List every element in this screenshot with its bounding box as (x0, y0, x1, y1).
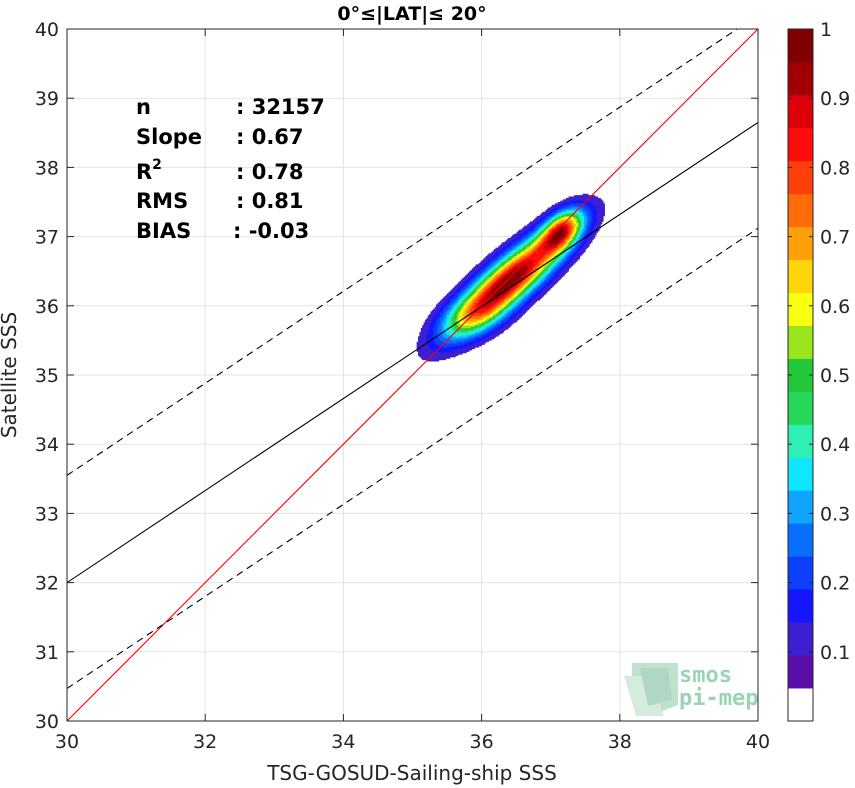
stat-value-n: : 32157 (236, 95, 325, 119)
colorbar-swatch-16 (788, 160, 813, 195)
x-tick-label-5: 40 (746, 731, 770, 753)
logo-text-pi-mep: pi-mep (679, 686, 758, 711)
grid (66, 28, 759, 722)
colorbar-swatch-8 (788, 424, 813, 458)
smos-pi-mep-logo: smos pi-mep (624, 663, 758, 716)
colorbar-swatch-2 (788, 622, 813, 656)
x-tick-label-3: 36 (470, 731, 494, 753)
y-tick-label-0: 30 (35, 711, 59, 733)
colorbar-swatch-4 (788, 556, 813, 590)
stat-label-n: n (136, 95, 151, 119)
density-level-20 (492, 229, 564, 297)
colorbar-swatch-13 (788, 259, 813, 294)
colorbar-swatch-9 (788, 391, 813, 425)
colorbar-swatch-11 (788, 325, 813, 359)
stat-label-bias: BIAS (136, 219, 191, 243)
x-tick-label-1: 32 (193, 731, 217, 753)
colorbar-tick-label-2: 0.3 (820, 503, 850, 525)
colorbar-swatch-10 (788, 358, 813, 392)
colorbar-swatch-20 (788, 29, 813, 63)
colorbar-tick-label-5: 0.6 (820, 296, 850, 318)
colorbar-swatch-19 (788, 61, 813, 96)
x-tick-label-0: 30 (55, 731, 79, 753)
colorbar-swatch-14 (788, 226, 813, 261)
y-axis-title: Satellite SSS (0, 312, 21, 438)
density-contours (416, 193, 605, 362)
regression-lines (67, 29, 758, 721)
upper-bound-line (67, 29, 739, 476)
colorbar-swatch-6 (788, 490, 813, 524)
axis-ticks: 30 32 34 36 38 40 30 31 32 33 34 35 36 37 38 39 40 (35, 19, 770, 753)
colorbar-tick-label-8: 0.9 (820, 88, 850, 110)
colorbar-swatch-3 (788, 589, 813, 623)
stat-value-bias: : -0.03 (233, 219, 309, 243)
lower-bound-line (67, 227, 758, 689)
y-tick-label-6: 36 (35, 296, 59, 318)
colorbar-swatch-1 (788, 655, 813, 689)
colorbar: 0.1 0.2 0.3 0.4 0.5 0.6 0.7 0.8 0.9 1 (787, 19, 850, 722)
stat-value-rms: : 0.81 (236, 189, 304, 213)
colorbar-tick-label-6: 0.7 (820, 227, 850, 249)
density-level-19 (484, 226, 567, 305)
y-tick-label-4: 34 (35, 434, 59, 456)
x-axis-title: TSG-GOSUD-Sailing-ship SSS (266, 761, 557, 785)
stat-label-r-superscript: 2 (152, 157, 162, 173)
y-tick-label-7: 37 (35, 227, 59, 249)
logo-text-smos: smos (679, 663, 732, 688)
stat-label-slope: Slope (136, 125, 202, 149)
statistics-panel: n : 32157 Slope : 0.67 R2 : 0.78 RMS : 0… (136, 95, 325, 243)
x-tick-label-4: 38 (608, 731, 632, 753)
chart-title: 0°≤|LAT|≤ 20° (337, 3, 486, 25)
y-tick-label-9: 39 (35, 88, 59, 110)
colorbar-tick-label-7: 0.8 (820, 157, 850, 179)
colorbar-swatch-0 (788, 688, 813, 722)
colorbar-tick-label-1: 0.2 (820, 573, 850, 595)
y-tick-label-10: 40 (35, 19, 59, 41)
stat-value-slope: : 0.67 (236, 125, 304, 149)
logo-mark-icon (624, 663, 678, 716)
y-tick-label-5: 35 (35, 365, 59, 387)
y-tick-label-8: 38 (35, 157, 59, 179)
colorbar-tick-label-9: 1 (820, 19, 832, 41)
colorbar-tick-label-3: 0.4 (820, 434, 850, 456)
identity-line (67, 29, 758, 721)
colorbar-swatch-15 (788, 193, 813, 228)
stat-label-rms: RMS (136, 189, 188, 213)
density-level-18 (478, 225, 568, 309)
y-tick-label-1: 31 (35, 642, 59, 664)
x-tick-label-2: 34 (331, 731, 355, 753)
colorbar-swatch-12 (788, 292, 813, 326)
y-tick-label-3: 33 (35, 503, 59, 525)
colorbar-swatch-5 (788, 523, 813, 557)
stat-value-r2: : 0.78 (236, 160, 304, 184)
stat-label-r2: R2 (136, 157, 162, 184)
colorbar-swatch-17 (788, 127, 813, 162)
fit-line (67, 121, 758, 584)
y-tick-label-2: 32 (35, 573, 59, 595)
colorbar-tick-label-4: 0.5 (820, 365, 850, 387)
stat-label-r: R (136, 160, 152, 184)
colorbar-swatch-7 (788, 457, 813, 491)
colorbar-tick-label-0: 0.1 (820, 642, 850, 664)
colorbar-swatch-18 (788, 94, 813, 129)
